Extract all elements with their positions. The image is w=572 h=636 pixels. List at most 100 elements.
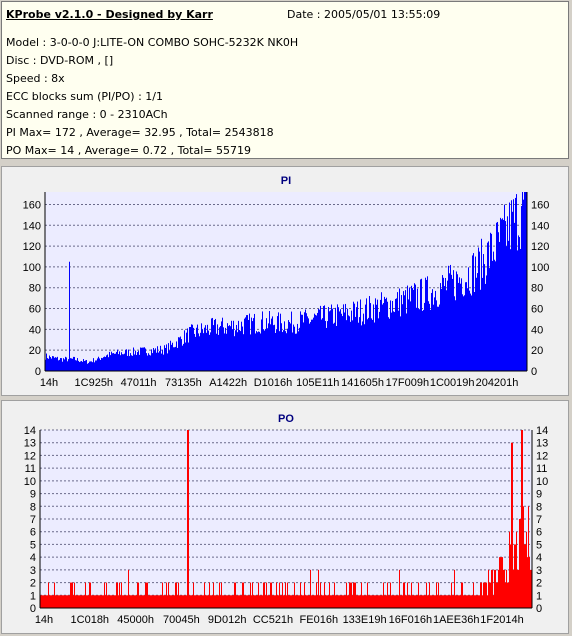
data-bar (170, 340, 171, 371)
data-bar (161, 595, 162, 608)
data-bar (422, 310, 423, 371)
data-bar (393, 595, 394, 608)
data-bar (465, 595, 466, 608)
data-bar (190, 595, 191, 608)
data-bar (331, 595, 332, 608)
data-bar (422, 595, 423, 608)
data-bar (94, 595, 95, 608)
data-bar (261, 595, 262, 608)
data-bar (425, 277, 426, 371)
data-bar (73, 595, 74, 608)
data-bar (302, 314, 303, 371)
data-bar (433, 304, 434, 371)
data-bar (182, 595, 183, 608)
data-bar (74, 356, 75, 371)
data-bar (485, 283, 486, 371)
data-bar (216, 595, 217, 608)
data-bar (322, 318, 323, 371)
data-bar (94, 362, 95, 371)
data-bar (160, 345, 161, 371)
data-bar (285, 582, 286, 608)
data-bar (403, 291, 404, 371)
data-bar (304, 582, 305, 608)
data-bar (516, 531, 517, 608)
data-bar (136, 595, 137, 608)
data-bar (218, 334, 219, 371)
data-bar (323, 306, 324, 371)
data-bar (215, 318, 216, 371)
data-bar (264, 330, 265, 371)
data-bar (486, 275, 487, 371)
data-bar (477, 273, 478, 371)
data-bar (200, 595, 201, 608)
data-bar (504, 204, 505, 371)
data-bar (341, 313, 342, 371)
data-bar (177, 347, 178, 371)
data-bar (168, 582, 169, 608)
data-bar (180, 336, 181, 371)
y-tick-label-right: 0 (531, 366, 537, 378)
data-bar (388, 317, 389, 371)
data-bar (447, 595, 448, 608)
data-bar (306, 313, 307, 371)
data-bar (107, 354, 108, 371)
data-bar (522, 192, 523, 371)
data-bar (201, 595, 202, 608)
data-bar (391, 312, 392, 371)
data-bar (499, 557, 500, 608)
data-bar (342, 316, 343, 371)
data-bar (337, 595, 338, 608)
data-bar (195, 336, 196, 371)
data-bar (86, 360, 87, 371)
data-bar (83, 595, 84, 608)
data-bar (108, 357, 109, 371)
data-bar (133, 347, 134, 371)
data-bar (159, 351, 160, 371)
data-bar (470, 293, 471, 371)
data-bar (46, 353, 47, 371)
data-bar (70, 358, 71, 371)
data-bar (380, 299, 381, 371)
y-tick-label-left: 0 (30, 603, 36, 615)
data-bar (312, 319, 313, 371)
y-tick-label-left: 13 (24, 438, 36, 450)
data-bar (361, 325, 362, 371)
data-bar (121, 352, 122, 371)
data-bar (424, 595, 425, 608)
data-bar (517, 250, 518, 371)
data-bar (375, 595, 376, 608)
data-bar (101, 357, 102, 371)
data-bar (426, 582, 427, 608)
data-bar (96, 360, 97, 371)
data-bar (513, 569, 514, 608)
data-bar (379, 311, 380, 371)
data-bar (149, 354, 150, 371)
data-bar (147, 355, 148, 371)
data-bar (280, 313, 281, 371)
data-bar (317, 312, 318, 371)
data-bar (171, 344, 172, 371)
data-bar (245, 595, 246, 608)
data-bar (219, 582, 220, 608)
data-bar (204, 327, 205, 371)
data-bar (496, 222, 497, 371)
data-bar (276, 582, 277, 608)
data-bar (427, 276, 428, 371)
data-bar (500, 217, 501, 371)
data-bar (48, 358, 49, 371)
data-bar (173, 595, 174, 608)
y-tick-label-right: 120 (531, 241, 549, 253)
data-bar (145, 582, 146, 608)
data-bar (249, 313, 250, 371)
data-bar (372, 595, 373, 608)
data-bar (288, 320, 289, 371)
model-line: Model : 3-0-0-0 J:LITE-ON COMBO SOHC-523… (6, 36, 299, 49)
data-bar (208, 330, 209, 371)
data-bar (308, 595, 309, 608)
data-bar (405, 290, 406, 371)
data-bar (493, 251, 494, 371)
data-bar (444, 595, 445, 608)
data-bar (397, 292, 398, 371)
data-bar (235, 330, 236, 371)
data-bar (193, 327, 194, 371)
